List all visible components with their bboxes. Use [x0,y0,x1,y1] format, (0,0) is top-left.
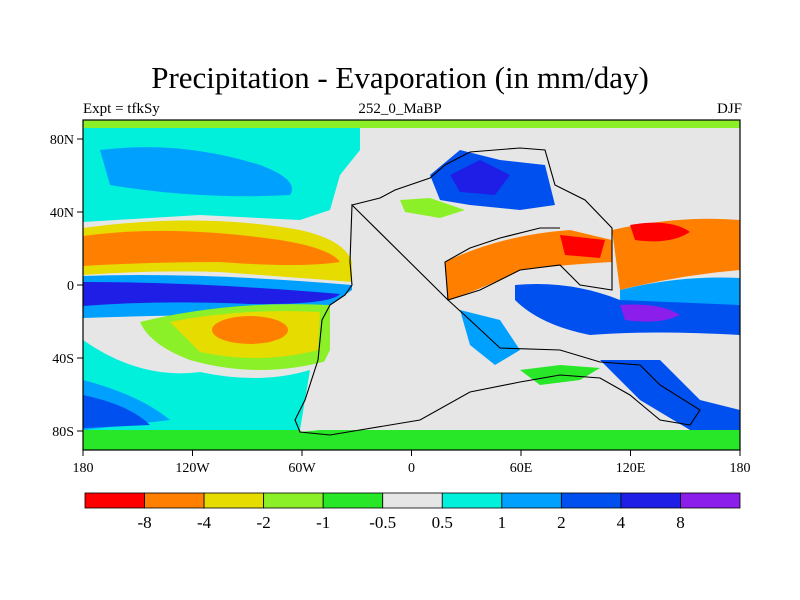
field-tethys-wet-core [620,304,680,322]
colorbar-label: 0.5 [432,513,453,532]
field-polar-strip [83,120,740,128]
lon-tick-label: 180 [730,461,751,476]
field-se-wet [600,360,740,430]
field-ne-wet-core [450,160,510,195]
colorbar-swatch [441,492,503,509]
field-east-eq [620,277,740,305]
field-s-coast [460,310,520,365]
coastline [294,147,701,436]
lat-tick-label: 80N [50,133,74,148]
lon-tick-label: 180 [73,461,94,476]
colorbar-label: -2 [257,513,271,532]
lat-tick-label: 0 [67,279,74,294]
field-north-ocean-inner [100,147,292,197]
field-eq-core [83,282,340,306]
field-nh-dry-core [83,230,340,266]
lat-axis: 80N 40N 0 40S 80S [50,133,83,440]
colorbar-swatch [620,492,681,509]
colorbar-swatch [263,492,324,509]
field-east-dry-core [630,222,690,242]
lon-tick-label: 60W [288,461,316,476]
chart-title: Precipitation - Evaporation (in mm/day) [151,60,649,95]
lon-tick-label: 120E [616,461,646,476]
lat-tick-label: 40N [50,206,74,221]
colorbar: -8 -4 -2 -1 -0.5 0.5 1 2 4 8 [84,492,741,532]
lon-tick-label: 60E [510,461,533,476]
lon-tick-label: 120W [175,461,210,476]
colorbar-swatch [144,492,205,509]
colorbar-swatch [203,492,265,509]
lon-axis: 180 120W 60W 0 60E 120E 180 [73,450,751,476]
field-tethys-core [560,235,605,258]
colorbar-label: -1 [316,513,330,532]
field-pangaea [300,150,612,432]
lat-tick-label: 80S [52,425,74,440]
colorbar-label: 8 [676,513,685,532]
colorbar-label: -8 [137,513,151,532]
lon-tick-label: 0 [408,461,415,476]
colorbar-label: 2 [557,513,566,532]
colorbar-swatch [560,492,622,509]
season-label: DJF [716,101,742,117]
map-field [83,120,740,450]
colorbar-swatch [84,492,145,509]
colorbar-label: -0.5 [369,513,396,532]
colorbar-label: 4 [617,513,626,532]
field-sh-ocean-blue [83,395,150,428]
colorbar-swatch [322,492,384,509]
colorbar-swatch [501,492,562,509]
colorbar-swatch [382,492,443,509]
colorbar-swatch [680,492,741,509]
colorbar-label: 1 [498,513,507,532]
field-nh-green [400,198,465,218]
field-south-strip [83,430,740,450]
lat-tick-label: 40S [52,352,74,367]
colorbar-label: -4 [197,513,212,532]
period-label: 252_0_MaBP [358,101,442,117]
experiment-label: Expt = tfkSy [83,101,160,117]
field-sh-dry-max [212,316,288,344]
